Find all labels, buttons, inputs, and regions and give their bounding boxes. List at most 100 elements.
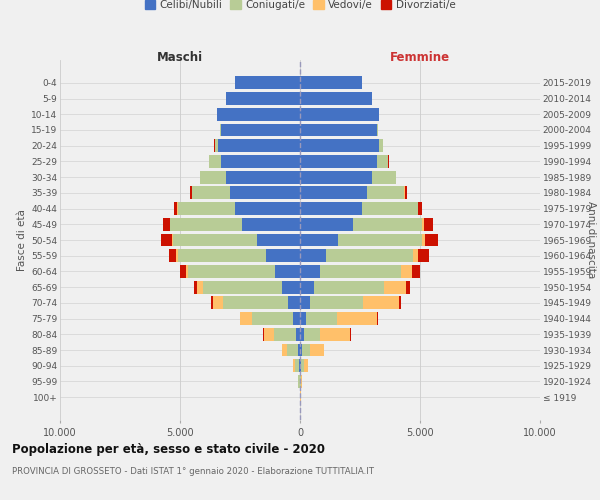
Bar [287, 344, 298, 356]
Text: Popolazione per età, sesso e stato civile - 2020: Popolazione per età, sesso e stato civil… [12, 442, 325, 456]
Bar [300, 139, 379, 152]
Bar [203, 280, 282, 293]
Bar [218, 139, 300, 152]
Bar [178, 202, 235, 215]
Bar [306, 312, 337, 325]
Bar [194, 280, 197, 293]
Bar [217, 108, 300, 120]
Bar [338, 234, 422, 246]
Bar [300, 250, 326, 262]
Bar [296, 328, 300, 341]
Bar [424, 218, 433, 230]
Bar [300, 328, 304, 341]
Bar [301, 375, 302, 388]
Bar [300, 312, 306, 325]
Bar [418, 250, 428, 262]
Bar [197, 280, 203, 293]
Bar [412, 265, 419, 278]
Bar [300, 124, 377, 136]
Bar [418, 202, 422, 215]
Text: PROVINCIA DI GROSSETO - Dati ISTAT 1° gennaio 2020 - Elaborazione TUTTITALIA.IT: PROVINCIA DI GROSSETO - Dati ISTAT 1° ge… [12, 468, 374, 476]
Bar [230, 186, 300, 200]
Bar [174, 202, 178, 215]
Bar [320, 328, 350, 341]
Bar [377, 312, 378, 325]
Bar [425, 234, 438, 246]
Bar [353, 218, 422, 230]
Bar [221, 124, 300, 136]
Bar [367, 186, 404, 200]
Bar [300, 170, 372, 183]
Bar [300, 92, 372, 105]
Bar [221, 155, 300, 168]
Bar [211, 296, 213, 310]
Text: Maschi: Maschi [157, 51, 203, 64]
Bar [302, 344, 310, 356]
Bar [215, 139, 218, 152]
Bar [241, 312, 253, 325]
Bar [242, 218, 300, 230]
Bar [283, 344, 287, 356]
Bar [300, 344, 302, 356]
Bar [223, 296, 288, 310]
Bar [295, 360, 299, 372]
Bar [350, 328, 351, 341]
Bar [300, 218, 353, 230]
Bar [200, 170, 226, 183]
Bar [363, 296, 399, 310]
Bar [300, 186, 367, 200]
Bar [300, 280, 314, 293]
Bar [304, 328, 320, 341]
Bar [235, 202, 300, 215]
Bar [310, 296, 363, 310]
Bar [399, 296, 401, 310]
Bar [263, 328, 274, 341]
Bar [209, 155, 221, 168]
Bar [413, 250, 418, 262]
Text: Femmine: Femmine [390, 51, 450, 64]
Bar [300, 202, 362, 215]
Bar [326, 250, 413, 262]
Bar [300, 265, 320, 278]
Bar [176, 250, 178, 262]
Bar [163, 218, 170, 230]
Bar [422, 234, 425, 246]
Bar [300, 155, 377, 168]
Bar [235, 76, 300, 90]
Bar [275, 265, 300, 278]
Bar [226, 170, 300, 183]
Bar [169, 250, 176, 262]
Bar [377, 155, 388, 168]
Bar [301, 360, 304, 372]
Bar [185, 265, 188, 278]
Bar [274, 328, 296, 341]
Bar [299, 360, 300, 372]
Bar [190, 186, 192, 200]
Bar [298, 375, 299, 388]
Bar [239, 312, 241, 325]
Bar [170, 218, 242, 230]
Bar [300, 296, 310, 310]
Bar [406, 280, 410, 293]
Bar [226, 92, 300, 105]
Bar [282, 280, 300, 293]
Bar [314, 280, 384, 293]
Bar [220, 124, 221, 136]
Bar [257, 234, 300, 246]
Bar [288, 296, 300, 310]
Bar [293, 360, 295, 372]
Bar [401, 265, 412, 278]
Bar [304, 360, 308, 372]
Bar [310, 344, 324, 356]
Bar [180, 265, 185, 278]
Bar [192, 186, 230, 200]
Bar [337, 312, 377, 325]
Bar [379, 139, 383, 152]
Bar [300, 360, 301, 372]
Bar [300, 234, 338, 246]
Bar [213, 296, 223, 310]
Bar [384, 280, 406, 293]
Bar [404, 186, 407, 200]
Bar [298, 344, 300, 356]
Bar [293, 312, 300, 325]
